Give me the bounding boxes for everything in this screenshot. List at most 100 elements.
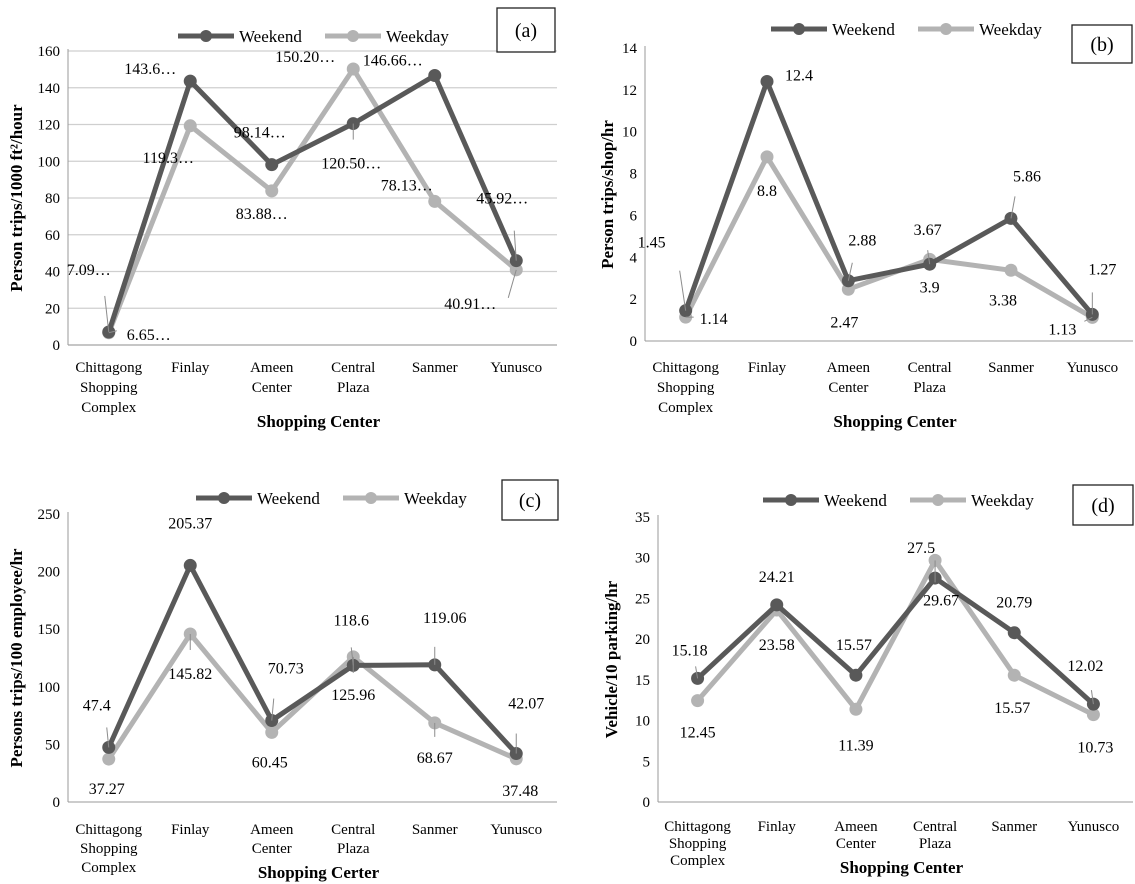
data-point-weekday <box>428 194 442 208</box>
chart-panel-a: 0 20 40 60 80 100 120 140 160 Chittagong Shopping C… <box>7 7 557 431</box>
y-tick-label: 0 <box>643 795 651 811</box>
data-point-weekday <box>849 702 863 716</box>
legend-marker <box>785 494 797 506</box>
y-tick-label: 12 <box>622 83 637 99</box>
legend-label: Weekend <box>824 491 887 510</box>
label-leader-line <box>271 698 275 721</box>
data-label-weekday: 119.3… <box>143 150 194 167</box>
data-label-weekday: 15.57 <box>994 700 1030 717</box>
y-tick-label: 80 <box>45 191 60 207</box>
data-point-weekend <box>265 158 279 172</box>
label-leader-line <box>1090 690 1094 705</box>
legend-label: Weekend <box>257 489 320 508</box>
panel-label-box <box>1071 24 1133 64</box>
series-line-weekday <box>106 631 518 762</box>
data-label-weekend: 2.88 <box>848 233 876 250</box>
data-label-weekday: 3.38 <box>989 292 1017 309</box>
label-leader-line <box>104 295 110 333</box>
legend: Weekend Weekday <box>178 27 449 46</box>
legend-label: Weekday <box>971 491 1034 510</box>
series-line-weekday <box>695 557 1095 717</box>
data-point-weekday <box>1004 263 1018 277</box>
data-label-weekday: 6.65… <box>127 327 171 344</box>
data-label-weekday: 11.39 <box>838 737 873 754</box>
x-axis-title: Shopping Center <box>257 412 381 431</box>
y-axis-title: Person trips/1000 ft²/hour <box>7 104 26 292</box>
chart-panel-c: 0 50 100 150 200 250 Chittagong Shopping Complex… <box>7 479 559 882</box>
panel-label: (b) <box>1090 34 1113 56</box>
data-label-weekday: 12.45 <box>680 725 716 742</box>
x-tick-label: Yunusco <box>1066 360 1118 376</box>
data-label-weekend: 12.4 <box>785 67 813 84</box>
label-leader-line <box>1010 196 1016 219</box>
y-tick-label: 100 <box>38 680 61 696</box>
data-label-weekday: 2.47 <box>830 314 858 331</box>
data-point-weekend <box>183 558 197 572</box>
legend: Weekend Weekday <box>771 20 1042 39</box>
y-tick-label: 0 <box>53 338 61 354</box>
x-tick-label: Finlay <box>171 360 210 376</box>
x-tick-label: Ameen Center <box>827 360 871 396</box>
data-label-weekend: 205.37 <box>168 515 212 532</box>
x-tick-label: Central Plaza <box>331 360 375 396</box>
y-axis-title: Person trips/shop/hr <box>598 120 617 269</box>
x-tick-label: Yunusco <box>490 822 542 838</box>
data-label-weekday: 37.27 <box>89 781 125 798</box>
legend-marker <box>365 492 377 504</box>
data-label-weekend: 47.4 <box>83 697 111 714</box>
y-tick-label: 150 <box>38 622 61 638</box>
series-line-weekend <box>106 73 519 333</box>
legend-label: Weekday <box>404 489 467 508</box>
y-tick-label: 8 <box>630 167 638 183</box>
data-label-weekend: 98.14… <box>234 125 286 142</box>
data-point-weekend <box>849 668 863 682</box>
chart-panel-d: 0 5 10 15 20 25 30 35 Chittagong Shopping Complex F… <box>602 484 1134 877</box>
data-label-weekend: 1.27 <box>1088 261 1116 278</box>
data-label-weekday: 8.8 <box>757 183 777 200</box>
x-axis-title: Shopping Center <box>840 858 964 877</box>
data-label-weekday: 37.48 <box>502 783 538 800</box>
x-tick-label: Yunusco <box>1068 819 1120 835</box>
data-point-weekend <box>760 74 774 88</box>
legend-marker <box>347 30 359 42</box>
legend-marker <box>218 492 230 504</box>
legend-marker <box>940 23 952 35</box>
y-tick-label: 4 <box>630 250 638 266</box>
data-label-weekday: 68.67 <box>417 750 453 767</box>
y-tick-label: 250 <box>38 507 61 523</box>
x-tick-label: Chittagong Shopping Complex <box>75 822 142 876</box>
y-tick-label: 40 <box>45 265 60 281</box>
data-label-weekday: 125.96 <box>331 687 375 704</box>
y-tick-label: 10 <box>622 125 637 141</box>
data-label-weekday: 60.45 <box>252 754 288 771</box>
y-tick-label: 35 <box>635 510 650 526</box>
y-tick-label: 14 <box>622 41 638 57</box>
legend-marker <box>793 23 805 35</box>
data-label-weekday: 150.20… <box>275 49 335 66</box>
data-label-weekday: 23.58 <box>759 637 795 654</box>
y-tick-label: 6 <box>630 208 638 224</box>
panel-label-box <box>1072 484 1134 526</box>
x-tick-label: Ameen Center <box>250 822 294 857</box>
x-tick-label: Sanmer <box>988 360 1034 376</box>
data-point-weekday <box>265 184 279 198</box>
series-line-weekend <box>695 575 1096 706</box>
x-tick-label: Chittagong Shopping Complex <box>664 819 731 869</box>
data-point-weekend <box>183 74 197 88</box>
data-label-weekend: 143.6… <box>124 61 176 78</box>
y-tick-label: 0 <box>630 334 638 350</box>
y-tick-label: 160 <box>38 44 61 60</box>
x-tick-label: Central Plaza <box>908 360 952 396</box>
x-axis-title: Shopping Center <box>833 412 957 431</box>
label-leader-line <box>1084 316 1093 322</box>
data-label-weekend: 118.6 <box>334 612 369 629</box>
x-tick-label: Finlay <box>171 822 210 838</box>
data-label-weekday: 3.9 <box>920 279 940 296</box>
data-label-weekend: 27.5 <box>907 540 935 557</box>
label-leader-line <box>108 330 117 334</box>
x-tick-label: Sanmer <box>412 360 458 376</box>
data-label-weekend: 20.79 <box>996 595 1032 612</box>
y-tick-label: 120 <box>38 118 61 134</box>
legend-label: Weekday <box>386 27 449 46</box>
